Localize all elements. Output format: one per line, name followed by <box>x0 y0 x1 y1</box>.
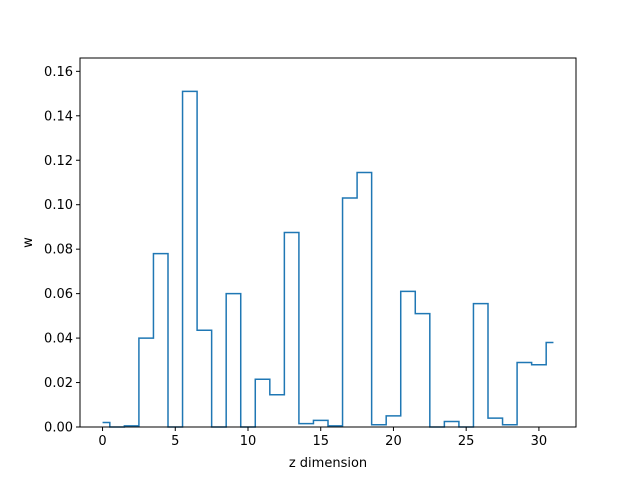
y-axis-label: w <box>21 237 36 248</box>
y-tick-label: 0.10 <box>44 198 73 213</box>
y-tick-label: 0.14 <box>44 109 73 124</box>
y-tick-label: 0.04 <box>44 332 73 347</box>
x-tick-label: 5 <box>171 434 179 449</box>
x-tick-label: 25 <box>458 434 475 449</box>
x-tick-label: 30 <box>531 434 548 449</box>
y-tick-label: 0.06 <box>44 287 73 302</box>
y-tick-label: 0.08 <box>44 243 73 258</box>
y-tick-label: 0.00 <box>44 421 73 436</box>
y-tick-label: 0.16 <box>44 65 73 80</box>
x-tick-label: 20 <box>385 434 402 449</box>
x-tick-label: 0 <box>98 434 106 449</box>
x-axis-label: z dimension <box>289 456 367 471</box>
y-tick-label: 0.12 <box>44 154 73 169</box>
y-tick-label: 0.02 <box>44 376 73 391</box>
x-tick-label: 10 <box>240 434 257 449</box>
x-tick-label: 15 <box>312 434 329 449</box>
